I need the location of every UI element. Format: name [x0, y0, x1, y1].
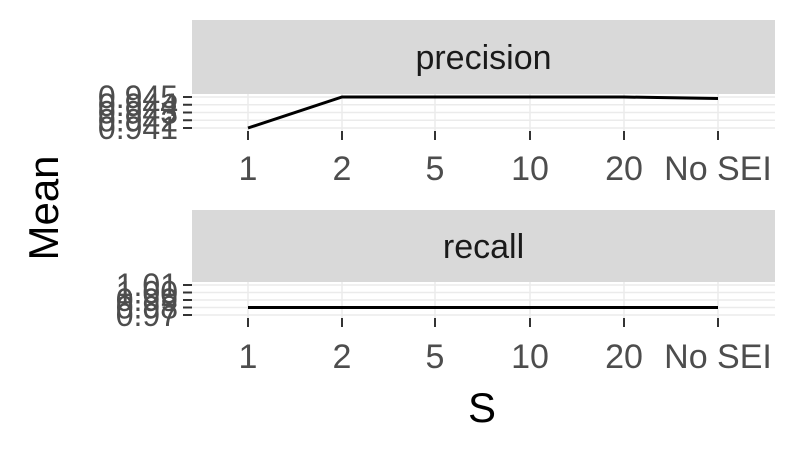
x-tick-label: 5: [426, 150, 445, 188]
y-tick-label: 0.98: [116, 290, 178, 326]
strip-label: precision: [415, 39, 551, 77]
strip-background: [192, 20, 775, 94]
y-tick-label: 0.944: [98, 87, 178, 123]
strip-label: recall: [443, 228, 524, 266]
x-tick-label: No SEI: [664, 338, 772, 376]
x-tick-label: 10: [511, 150, 549, 188]
y-tick-label: 0.943: [98, 95, 178, 131]
y-tick-label: 1.01: [116, 267, 178, 303]
y-tick-label: 0.99: [116, 282, 178, 318]
y-tick-label: 0.945: [98, 79, 178, 115]
x-tick-label: 2: [333, 150, 352, 188]
series-line: [247, 95, 719, 130]
y-axis-label: Mean: [20, 155, 67, 260]
x-tick-label: 20: [605, 338, 643, 376]
x-tick-label: 1: [239, 338, 258, 376]
y-tick-label: 1.00: [116, 275, 178, 311]
strip-background: [192, 210, 775, 282]
x-tick-label: 20: [605, 150, 643, 188]
x-tick-label: 2: [333, 338, 352, 376]
y-tick-label: 0.941: [98, 110, 178, 146]
x-axis-label: S: [468, 384, 496, 431]
y-tick-label: 0.97: [116, 297, 178, 333]
x-tick-label: No SEI: [664, 150, 772, 188]
x-tick-label: 5: [426, 338, 445, 376]
panel-recall: recall 0.970.980.991.001.01 1 2 5 10 20 No SEI: [116, 210, 775, 376]
x-tick-label: 1: [239, 150, 258, 188]
x-tick-label: 10: [511, 338, 549, 376]
y-tick-label: 0.942: [98, 102, 178, 138]
